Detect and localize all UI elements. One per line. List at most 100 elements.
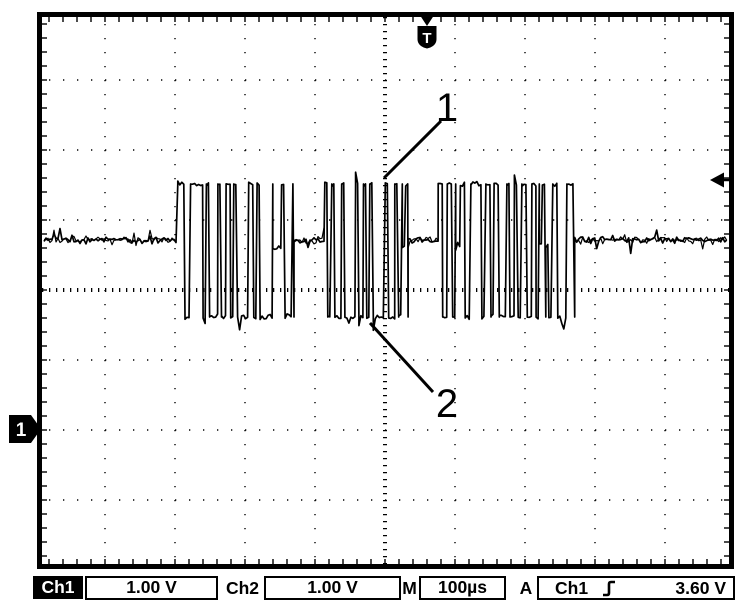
edge-tick — [42, 233, 47, 235]
edge-tick — [188, 17, 190, 22]
edge-tick — [552, 559, 554, 564]
edge-tick — [216, 17, 218, 22]
edge-tick — [412, 559, 414, 564]
trigger-level: 3.60 V — [675, 577, 726, 598]
edge-tick — [724, 541, 729, 543]
edge-tick — [42, 275, 47, 277]
edge-tick — [300, 17, 302, 22]
trigger-position-arrow-icon — [418, 13, 436, 26]
ch2-label: Ch2 — [225, 578, 260, 598]
edge-tick — [496, 559, 498, 564]
edge-tick — [118, 17, 120, 22]
edge-tick — [42, 429, 47, 431]
display-frame — [37, 12, 734, 569]
svg-text: T — [422, 30, 431, 47]
readout-bar: Ch1 1.00 V Ch2 1.00 V M 100µs A Ch1 3.60… — [0, 576, 750, 602]
edge-tick — [118, 559, 120, 564]
edge-tick — [48, 559, 50, 564]
edge-tick — [76, 559, 78, 564]
timebase-label: M — [402, 578, 417, 598]
edge-tick — [146, 559, 148, 564]
edge-tick — [42, 135, 47, 137]
edge-tick — [468, 17, 470, 22]
edge-tick — [202, 559, 204, 564]
edge-tick — [42, 247, 47, 249]
edge-tick — [510, 559, 512, 564]
edge-tick — [724, 289, 729, 291]
edge-tick — [594, 559, 596, 564]
edge-tick — [42, 331, 47, 333]
edge-tick — [90, 17, 92, 22]
edge-tick — [724, 177, 729, 179]
edge-tick — [678, 17, 680, 22]
edge-tick — [104, 17, 106, 22]
edge-tick — [468, 559, 470, 564]
edge-tick — [664, 17, 666, 22]
edge-tick — [724, 219, 729, 221]
edge-tick — [132, 17, 134, 22]
edge-tick — [724, 373, 729, 375]
edge-tick — [724, 555, 729, 557]
edge-tick — [42, 51, 47, 53]
edge-tick — [440, 559, 442, 564]
rising-edge-icon — [603, 580, 616, 596]
edge-tick — [160, 559, 162, 564]
edge-tick — [552, 17, 554, 22]
edge-tick — [42, 121, 47, 123]
edge-tick — [412, 17, 414, 22]
edge-tick — [724, 79, 729, 81]
edge-tick — [286, 559, 288, 564]
edge-tick — [706, 17, 708, 22]
edge-tick — [580, 17, 582, 22]
edge-tick — [90, 559, 92, 564]
edge-tick — [300, 559, 302, 564]
ch1-trace-fuzz — [43, 227, 728, 250]
edge-tick — [482, 17, 484, 22]
edge-tick — [42, 205, 47, 207]
edge-tick — [314, 559, 316, 564]
edge-tick — [42, 555, 47, 557]
edge-tick — [724, 485, 729, 487]
trigger-prefix-label: A — [519, 578, 533, 598]
edge-tick — [454, 17, 456, 22]
edge-tick — [724, 443, 729, 445]
edge-tick — [724, 163, 729, 165]
edge-tick — [724, 499, 729, 501]
callout-label-2: 2 — [436, 382, 458, 426]
edge-tick — [42, 79, 47, 81]
edge-tick — [42, 65, 47, 67]
edge-tick — [384, 559, 386, 564]
trigger-level-arrow-icon — [710, 172, 724, 188]
edge-tick — [724, 65, 729, 67]
edge-tick — [724, 107, 729, 109]
edge-tick — [650, 17, 652, 22]
edge-tick — [720, 17, 722, 22]
edge-tick — [724, 51, 729, 53]
edge-tick — [342, 17, 344, 22]
edge-tick — [724, 247, 729, 249]
edge-tick — [356, 17, 358, 22]
edge-tick — [42, 443, 47, 445]
edge-tick — [724, 135, 729, 137]
edge-tick — [230, 17, 232, 22]
edge-tick — [636, 17, 638, 22]
edge-tick — [370, 559, 372, 564]
edge-tick — [692, 17, 694, 22]
edge-tick — [724, 415, 729, 417]
edge-tick — [524, 17, 526, 22]
edge-tick — [724, 345, 729, 347]
callout-label-1: 1 — [436, 86, 458, 130]
edge-tick — [724, 205, 729, 207]
edge-tick — [42, 415, 47, 417]
edge-tick — [42, 471, 47, 473]
edge-tick — [724, 191, 729, 193]
channel1-ground-marker — [9, 415, 41, 443]
edge-tick — [398, 559, 400, 564]
edge-tick — [356, 559, 358, 564]
edge-tick — [650, 559, 652, 564]
edge-tick — [622, 17, 624, 22]
edge-tick — [42, 499, 47, 501]
edge-tick — [398, 17, 400, 22]
edge-tick — [42, 289, 47, 291]
